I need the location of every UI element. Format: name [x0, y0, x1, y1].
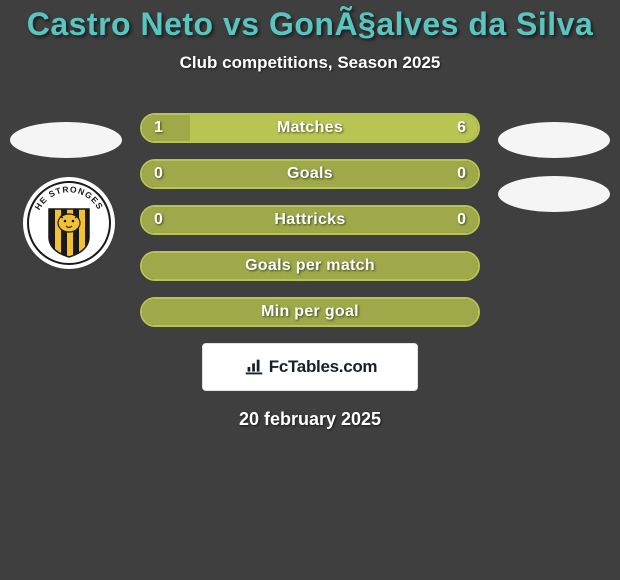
- stat-value-right: 6: [445, 115, 478, 141]
- stat-label: Matches: [142, 115, 478, 141]
- placeholder-ellipse-right-1: [498, 122, 610, 158]
- stat-row: Goals0 0: [140, 159, 480, 189]
- stat-label: Goals: [142, 161, 478, 187]
- stat-label: Hattricks: [142, 207, 478, 233]
- footer-brand-badge: FcTables.com: [202, 343, 418, 391]
- club-crest-left: HE STRONGES: [26, 180, 112, 266]
- subtitle: Club competitions, Season 2025: [0, 53, 620, 73]
- stat-row: Min per goal: [140, 297, 480, 327]
- stat-value-left: 1: [142, 115, 175, 141]
- stat-label: Goals per match: [142, 253, 478, 279]
- stat-value-right: 0: [445, 207, 478, 233]
- stat-value-right: 0: [445, 161, 478, 187]
- placeholder-ellipse-left-1: [10, 122, 122, 158]
- stat-row: Hattricks0 0: [140, 205, 480, 235]
- chart-icon: [243, 356, 265, 378]
- stat-row: Goals per match: [140, 251, 480, 281]
- page-title: Castro Neto vs GonÃ§alves da Silva: [0, 6, 620, 43]
- stat-label: Min per goal: [142, 299, 478, 325]
- footer-date: 20 february 2025: [0, 409, 620, 430]
- content: Castro Neto vs GonÃ§alves da Silva Club …: [0, 0, 620, 430]
- placeholder-ellipse-right-2: [498, 176, 610, 212]
- stat-value-left: 0: [142, 207, 175, 233]
- stats-container: Matches16Goals00Hattricks00Goals per mat…: [140, 113, 480, 327]
- stat-row: Matches1 6: [140, 113, 480, 143]
- footer-brand-text: FcTables.com: [269, 357, 378, 377]
- stat-value-left: 0: [142, 161, 175, 187]
